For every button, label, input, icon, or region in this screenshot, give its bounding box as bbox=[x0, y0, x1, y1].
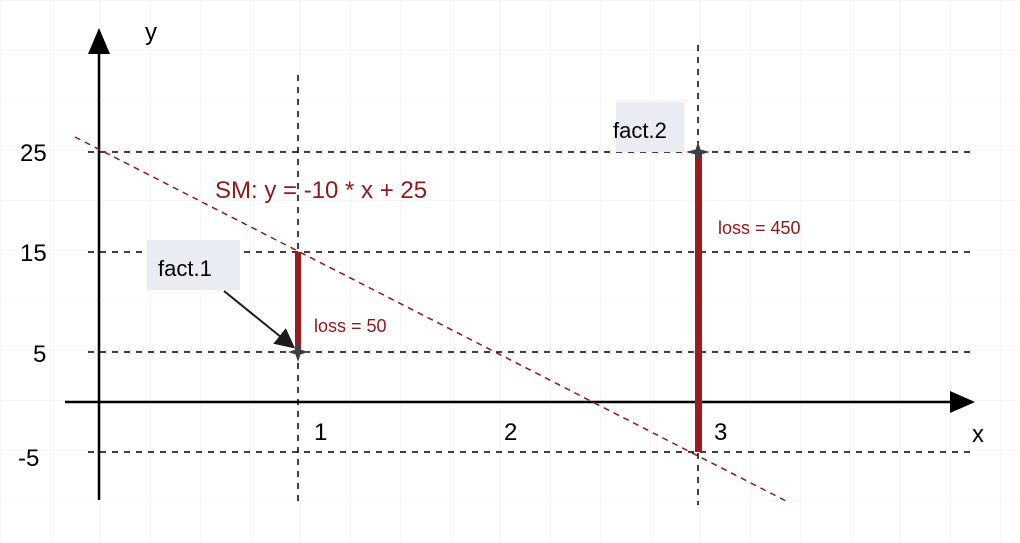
y-axis-arrow-icon bbox=[88, 28, 110, 54]
loss-label-fact-1: loss = 50 bbox=[314, 316, 387, 336]
x-axis-arrow-icon bbox=[950, 391, 975, 413]
y-axis-label: y bbox=[145, 19, 157, 46]
model-equation-label: SM: y = -10 * x + 25 bbox=[215, 177, 427, 204]
fact-1-pointer-arrow-icon bbox=[223, 290, 296, 349]
fact-1-label: fact.1 bbox=[158, 256, 212, 281]
x-tick-label: 2 bbox=[504, 419, 517, 446]
model-line bbox=[74, 136, 789, 503]
fact-2-label-box bbox=[616, 102, 684, 152]
fact-2-label: fact.2 bbox=[613, 118, 667, 143]
x-axis-label: x bbox=[972, 421, 984, 448]
loss-bar-fact-1 bbox=[295, 252, 301, 352]
data-point-fact-1 bbox=[288, 342, 308, 362]
y-tick-label: 15 bbox=[20, 240, 47, 267]
x-tick-label: 1 bbox=[314, 419, 327, 446]
y-tick-label: -5 bbox=[18, 445, 39, 472]
data-point-fact-2 bbox=[686, 142, 710, 162]
fact-1-label-box bbox=[147, 240, 240, 290]
loss-bar-fact-2 bbox=[695, 152, 702, 452]
loss-label-fact-2: loss = 450 bbox=[718, 218, 801, 238]
x-tick-label: 3 bbox=[714, 419, 727, 446]
y-tick-label: 25 bbox=[20, 140, 47, 167]
y-tick-label: 5 bbox=[33, 341, 46, 368]
